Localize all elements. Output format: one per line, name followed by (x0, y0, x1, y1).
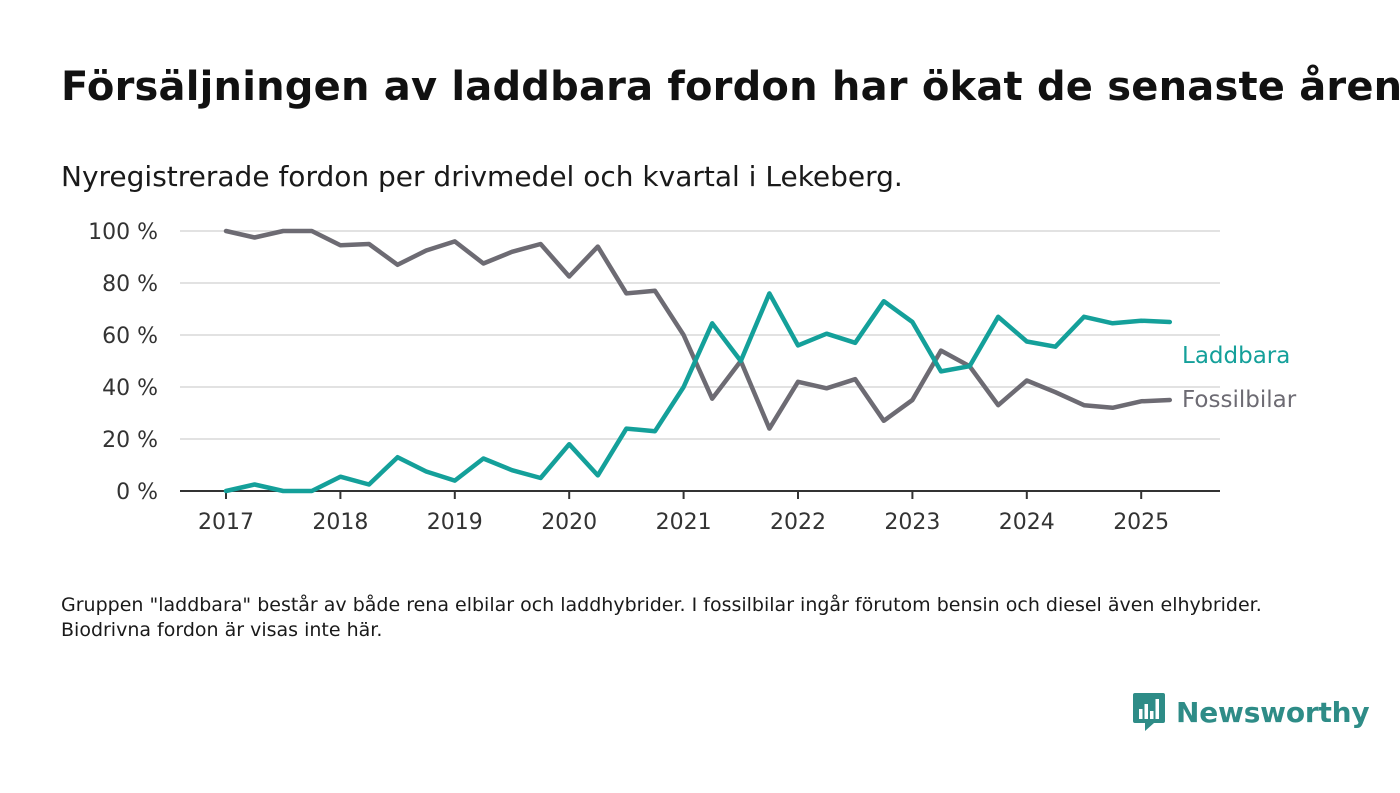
brand-logo[interactable]: Newsworthy (1132, 690, 1370, 734)
x-tick-label: 2019 (427, 510, 483, 535)
y-tick-label: 40 % (102, 376, 158, 401)
gridlines (180, 230, 1220, 492)
x-tick-label: 2020 (541, 510, 597, 535)
series-lines (223, 228, 1173, 494)
chart-footnote: Gruppen "laddbara" består av både rena e… (61, 594, 1262, 641)
y-tick-label: 60 % (102, 324, 158, 349)
x-tick-label: 2017 (198, 510, 254, 535)
x-axis-ticks: 2017 2018 2019 2020 2021 2022 2023 2024 2025 (198, 491, 1169, 535)
x-tick-label: 2018 (312, 510, 368, 535)
series-line-laddbara (223, 291, 1173, 494)
y-tick-label: 0 % (116, 480, 158, 505)
newsworthy-logo-icon (1133, 693, 1165, 731)
x-tick-label: 2021 (656, 510, 712, 535)
x-tick-label: 2022 (770, 510, 826, 535)
x-tick-label: 2024 (999, 510, 1055, 535)
chart-subtitle: Nyregistrerade fordon per drivmedel och … (61, 160, 903, 193)
brand-name: Newsworthy (1176, 695, 1370, 729)
y-axis-ticks: 0 % 20 % 40 % 60 % 80 % 100 % (88, 220, 158, 505)
y-tick-label: 20 % (102, 428, 158, 453)
series-line-fossilbilar (223, 228, 1173, 431)
y-tick-label: 100 % (88, 220, 158, 245)
series-labels: Laddbara Fossilbilar (1182, 343, 1297, 413)
y-tick-label: 80 % (102, 272, 158, 297)
x-tick-label: 2023 (884, 510, 940, 535)
chart-title: Försäljningen av laddbara fordon har öka… (61, 64, 1400, 110)
series-label-laddbara: Laddbara (1182, 343, 1290, 369)
x-tick-label: 2025 (1113, 510, 1169, 535)
series-label-fossilbilar: Fossilbilar (1182, 387, 1297, 413)
